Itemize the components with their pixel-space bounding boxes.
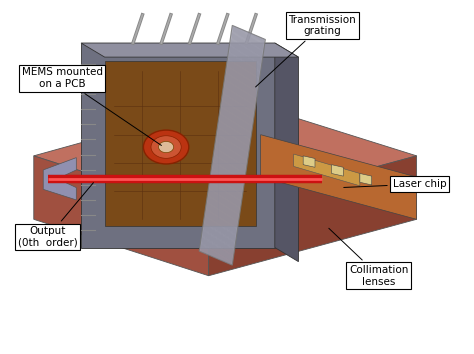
Text: Transmission
grating: Transmission grating — [255, 15, 356, 87]
Polygon shape — [34, 156, 209, 276]
Polygon shape — [105, 61, 256, 226]
Polygon shape — [209, 156, 417, 276]
Polygon shape — [275, 43, 299, 262]
Polygon shape — [303, 156, 315, 167]
Polygon shape — [34, 99, 417, 212]
Text: MEMS mounted
on a PCB: MEMS mounted on a PCB — [22, 68, 162, 145]
Polygon shape — [81, 43, 299, 57]
Polygon shape — [261, 135, 417, 219]
Text: Output
(0th  order): Output (0th order) — [18, 183, 93, 248]
Text: Collimation
lenses: Collimation lenses — [329, 228, 409, 286]
Polygon shape — [43, 158, 76, 200]
Circle shape — [151, 136, 181, 158]
Circle shape — [144, 130, 189, 164]
Polygon shape — [360, 173, 372, 185]
Circle shape — [158, 141, 173, 153]
Polygon shape — [331, 165, 343, 176]
Text: Laser chip: Laser chip — [344, 179, 447, 189]
Polygon shape — [294, 154, 360, 186]
Polygon shape — [199, 25, 265, 265]
Polygon shape — [81, 43, 275, 247]
